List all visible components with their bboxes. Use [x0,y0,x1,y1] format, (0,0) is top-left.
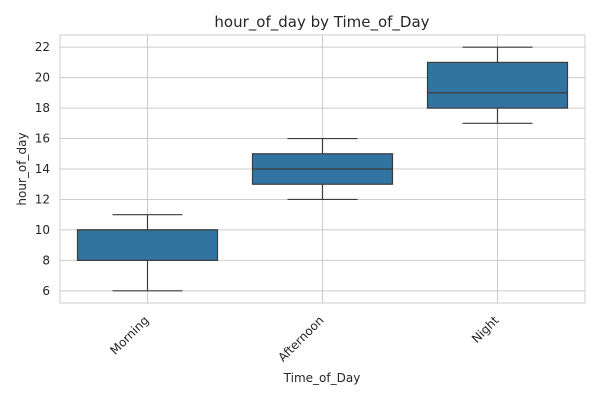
y-tick-label: 18 [35,101,50,115]
y-tick-label: 22 [35,40,50,54]
y-tick-label: 20 [35,71,50,85]
chart-title: hour_of_day by Time_of_Day [214,13,429,32]
y-tick-label: 10 [35,223,50,237]
y-tick-label: 6 [42,284,50,298]
box-iqr [76,229,219,261]
box-group-night [426,46,569,124]
plot-frame [59,34,586,304]
y-tick-label: 14 [35,162,50,176]
box-group-afternoon [251,137,394,201]
box-iqr [426,61,569,109]
y-tick-label: 8 [42,253,50,267]
y-tick-label: 12 [35,192,50,206]
plot-layer [76,46,569,292]
y-axis-label: hour_of_day [15,132,29,205]
y-tick-label: 16 [35,132,50,146]
box-group-morning [76,214,219,292]
x-axis-label: Time_of_Day [283,371,361,385]
